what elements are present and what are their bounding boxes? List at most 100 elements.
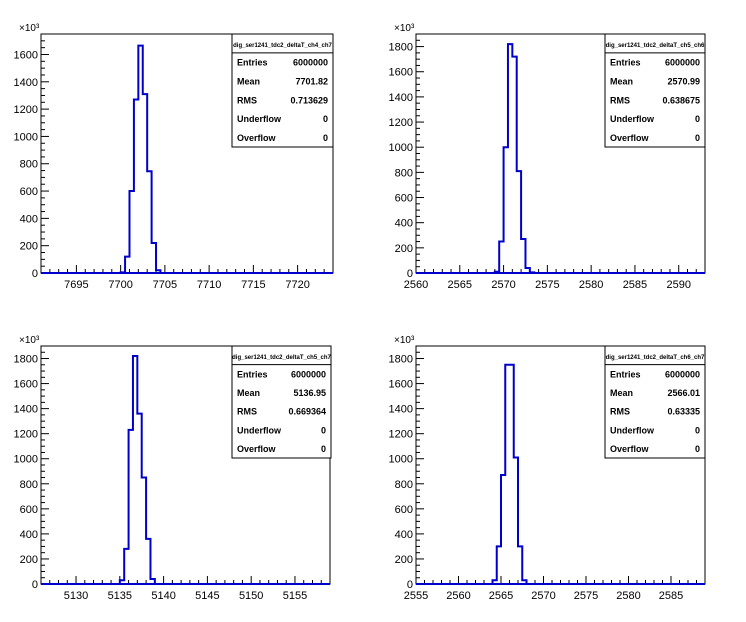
histogram-bin [152,243,156,273]
y-tick-label: 1800 [389,354,413,366]
stats-label: Underflow [237,114,282,124]
histogram-bin [512,57,516,273]
y-tick-label: 1400 [389,404,413,416]
y-tick-label: 1200 [389,429,413,441]
y-tick-label: 600 [395,504,413,516]
y-tick-label: 600 [395,193,413,205]
stats-value: 0.638675 [662,95,700,105]
histogram-bin [497,546,501,584]
histogram-bin [134,100,138,273]
stats-box: dig_ser1241_tdc2_deltaT_ch4_ch7 Entries 60… [231,33,334,148]
x-tick-label: 7715 [241,279,265,291]
x-tick-label: 2580 [579,279,603,291]
histogram-bin [517,171,521,273]
histogram-panel: 7695 7700 7705 7710 7715 7720 0 200 400 600 800 100… [14,23,334,291]
stats-label: RMS [610,407,630,417]
x-tick-label: 5140 [151,590,175,602]
histogram-bin [508,44,512,273]
x-tick-label: 2560 [446,590,470,602]
histogram-panel: 5130 5135 5140 5145 5150 5155 0 200 400 600 800 100… [14,335,332,602]
x-tick-label: 7700 [108,279,132,291]
histogram-bin [124,549,128,584]
stats-value: 0 [321,425,326,435]
y-tick-label: 200 [395,243,413,255]
x-tick-label: 2580 [616,590,640,602]
stats-value: 0 [695,133,700,143]
x-tick-label: 2585 [659,590,683,602]
histogram-bin [129,191,133,273]
stats-value: 0 [695,444,700,454]
histogram-outline [493,43,536,274]
histogram-panel: 2555 2560 2565 2570 2575 2580 2585 0 200 400 600 80… [389,335,706,602]
stats-label: Mean [237,76,260,86]
y-tick-label: 400 [395,218,413,230]
y-tick-label: 400 [20,529,38,541]
stats-value: 0.669364 [288,407,326,417]
histogram-bin [146,539,150,584]
x-tick-label: 7705 [153,279,177,291]
stats-box-frame [231,345,332,459]
histogram-bin [501,475,505,584]
x-tick-label: 2575 [535,279,559,291]
stats-label: Mean [610,388,633,398]
histogram-bin [143,94,147,273]
y-tick-label: 1400 [389,92,413,104]
x-tick-label: 5150 [239,590,263,602]
x-tick-label: 2590 [666,279,690,291]
stats-label: Entries [610,369,641,379]
y-tick-label: 0 [407,268,413,280]
stats-value: 0.63335 [667,407,700,417]
y-tick-label: 1000 [14,454,38,466]
x-tick-label: 5130 [64,590,88,602]
x-tick-label: 2560 [404,279,428,291]
histogram-bin [510,365,514,584]
stats-value: 0 [695,114,700,124]
y-tick-label: 600 [20,186,38,198]
stats-box-frame [604,345,706,459]
stats-label: RMS [610,95,630,105]
stats-title: dig_ser1241_tdc2_deltaT_ch5_ch7 [232,355,331,361]
stats-value: 0 [323,114,328,124]
y-exponent-label: ×10³ [394,23,415,34]
x-tick-label: 7695 [64,279,88,291]
y-tick-label: 1400 [14,404,38,416]
stats-label: Overflow [237,444,277,454]
stats-box: dig_ser1241_tdc2_deltaT_ch6_ch7 Entries 60… [604,345,706,459]
stats-label: Overflow [610,133,650,143]
stats-title: dig_ser1241_tdc2_deltaT_ch5_ch6 [606,43,705,49]
histogram-bin [504,147,508,273]
y-tick-label: 1000 [14,131,38,143]
histogram-bin [125,257,129,273]
stats-value: 0 [323,133,328,143]
histogram-outline [491,363,528,584]
y-tick-label: 1600 [389,67,413,79]
x-tick-label: 2570 [491,279,515,291]
y-tick-label: 200 [20,554,38,566]
histogram-bin [499,242,503,273]
stats-title: dig_ser1241_tdc2_deltaT_ch4_ch7 [233,43,332,49]
x-tick-label: 7710 [197,279,221,291]
y-tick-label: 0 [407,579,413,591]
stats-value: 6000000 [291,369,326,379]
histogram-bin [133,356,137,584]
histogram-outline [118,355,156,584]
stats-label: Entries [237,369,268,379]
histogram-bin [137,414,141,584]
y-tick-label: 600 [20,504,38,516]
stats-value: 5136.95 [293,388,326,398]
y-tick-label: 800 [20,159,38,171]
stats-box: dig_ser1241_tdc2_deltaT_ch5_ch6 Entries 60… [604,33,706,148]
histogram-bin [147,171,151,273]
stats-value: 7701.82 [295,76,328,86]
stats-box: dig_ser1241_tdc2_deltaT_ch5_ch7 Entries 60… [231,345,332,459]
x-tick-label: 2565 [489,590,513,602]
stats-label: Mean [237,388,260,398]
x-tick-label: 2570 [531,590,555,602]
y-tick-label: 1400 [14,77,38,89]
x-tick-label: 5145 [195,590,219,602]
y-tick-label: 200 [395,554,413,566]
y-tick-label: 800 [395,479,413,491]
y-tick-label: 1200 [389,117,413,129]
stats-value: 6000000 [665,369,700,379]
